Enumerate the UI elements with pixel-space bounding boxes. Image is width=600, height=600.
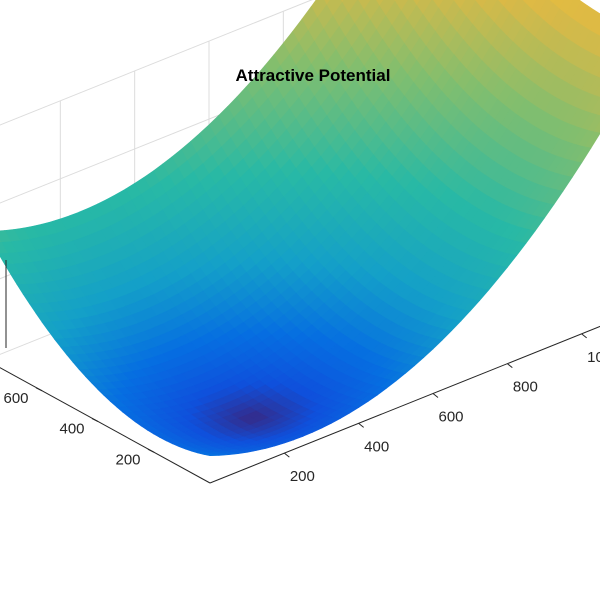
chart-title: Attractive Potential — [236, 66, 391, 85]
x-tick-label: 100 — [587, 349, 600, 366]
surface-patch — [412, 0, 421, 7]
surface-patch — [521, 0, 528, 4]
surface-patch — [340, 0, 345, 4]
surface — [0, 0, 600, 457]
x-tick-label: 600 — [438, 409, 463, 426]
x-tick-label: 200 — [290, 468, 315, 485]
x-tick-mark — [432, 393, 439, 398]
x-tick-mark — [284, 452, 290, 458]
y-tick-mark — [147, 448, 155, 453]
y-tick-label: 600 — [3, 390, 28, 407]
axes — [0, 260, 600, 484]
x-tick-label: 400 — [364, 438, 389, 455]
x-tick-mark — [358, 422, 364, 428]
x-tick-mark — [507, 363, 513, 369]
y-tick-label: 400 — [59, 421, 84, 438]
surface-patch — [323, 0, 331, 6]
grid-line-horizontal — [0, 0, 313, 126]
surface-patch — [0, 239, 3, 243]
tick-labels: 200 400 600 800 100 200 400 600 — [3, 349, 600, 485]
surface-patch — [203, 453, 220, 457]
y-tick-label: 200 — [115, 451, 140, 468]
surface-patch — [375, 0, 384, 7]
y-tick-mark — [35, 387, 43, 392]
x-tick-label: 800 — [513, 379, 538, 396]
x-tick-mark — [581, 333, 587, 339]
y-tick-mark — [91, 418, 99, 422]
